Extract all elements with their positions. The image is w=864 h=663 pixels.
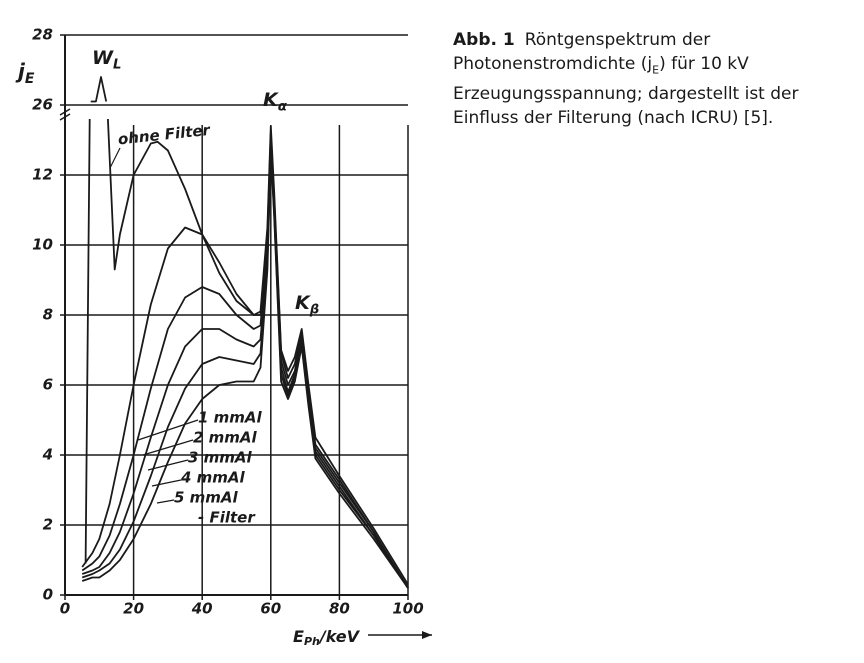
y-tick-label: 8 [43, 306, 53, 324]
y-tick-label: 10 [32, 236, 53, 254]
x-axis-label-main: E [293, 627, 304, 646]
x-tick-label: 60 [260, 600, 281, 618]
leader-line [147, 459, 189, 471]
x-axis-label-sub: Ph [304, 635, 320, 648]
x-tick-label: 20 [123, 600, 144, 618]
peak-label-sub: L [113, 58, 121, 73]
x-axis-label: EPh/keV [293, 627, 361, 649]
y-tick-label: 12 [32, 166, 53, 184]
spectrum-line [81, 149, 409, 589]
series-label: 1 mmAl [198, 409, 263, 427]
leader-line [151, 479, 182, 487]
y-axis-label: jE [15, 59, 35, 88]
x-tick-label: 100 [392, 600, 423, 618]
peak-label-sub: β [309, 303, 320, 318]
y-tick-label: 28 [32, 26, 53, 44]
series-label: ohne Filter [117, 121, 212, 149]
peak-label-main: K [295, 292, 311, 314]
y-tick-label: 26 [32, 96, 53, 114]
y-axis-label-sub: E [25, 71, 35, 87]
peak-label-sub: α [278, 100, 288, 115]
peak-label: WL [92, 47, 121, 73]
caption-text: ) für 10 kV Erzeugungsspannung; dargeste… [453, 54, 799, 129]
series-label: 5 mmAl [174, 489, 239, 507]
series-label: 2 mmAl [193, 429, 258, 447]
x-tick-label: 80 [329, 600, 350, 618]
peak-label: Kα [263, 89, 288, 115]
caption-text: Röntgenspektrum der Photonenstromdichte … [453, 30, 711, 74]
leader-line [142, 439, 194, 456]
x-axis-arrowhead [422, 631, 432, 639]
x-tick-label: 40 [191, 600, 213, 618]
filter-note: - Filter [198, 509, 256, 527]
caption-label: Abb. 1 [453, 30, 515, 50]
y-tick-label: 6 [43, 376, 53, 394]
peak-label-main: K [263, 89, 279, 111]
leader-line [137, 419, 199, 441]
caption: Abb. 1 Röntgenspektrum der Photonenstromd… [453, 28, 855, 130]
leader-line [109, 147, 121, 169]
axis-break [59, 108, 71, 121]
peak-label: Kβ [295, 292, 319, 318]
leader-line [156, 499, 175, 504]
series-label: 3 mmAl [188, 449, 253, 467]
y-tick-label: 0 [43, 586, 53, 604]
x-tick-label: 0 [60, 600, 70, 618]
series-label: 4 mmAl [180, 469, 246, 487]
x-axis-label-rest: /keV [318, 627, 361, 646]
caption-sub: E [652, 63, 660, 77]
y-tick-label: 4 [42, 446, 53, 464]
y-tick-label: 2 [43, 516, 53, 534]
y-axis-label-main: j [15, 59, 26, 83]
peak-label-main: W [92, 47, 114, 69]
